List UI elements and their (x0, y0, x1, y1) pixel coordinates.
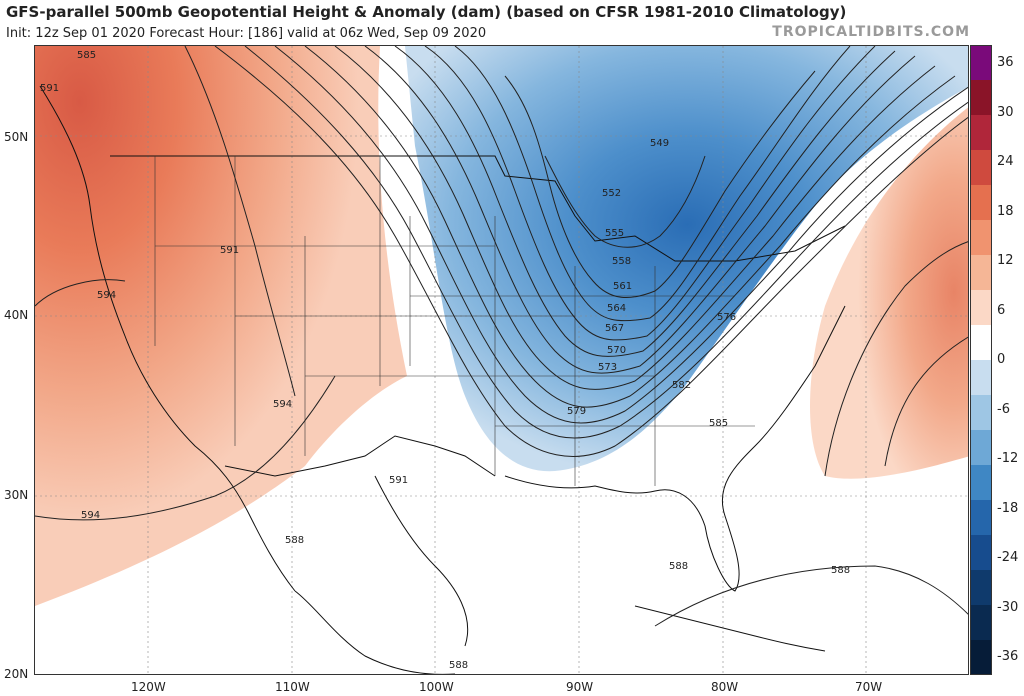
lat-label-20n: 20N (4, 667, 29, 681)
colorbar-swatch (970, 185, 992, 221)
contour-label: 588 (285, 535, 304, 546)
contour-label: 576 (717, 312, 736, 323)
colorbar-swatch (970, 325, 992, 361)
contour-label: 591 (40, 83, 59, 94)
anomaly-colorbar (970, 45, 992, 675)
contour-label: 558 (612, 256, 631, 267)
state-borders (154, 156, 755, 486)
colorbar-swatch (970, 360, 992, 396)
trough-anomaly (405, 46, 968, 472)
chart-subtitle: Init: 12z Sep 01 2020 Forecast Hour: [18… (6, 26, 487, 41)
contour-label: 588 (669, 561, 688, 572)
contour-label: 588 (449, 660, 468, 671)
colorbar-swatch (970, 255, 992, 291)
lon-label-110w: 110W (275, 680, 310, 694)
contour-label: 585 (709, 418, 728, 429)
colorbar-label: 6 (997, 302, 1006, 318)
colorbar-swatch (970, 605, 992, 641)
colorbar-label: 36 (997, 55, 1014, 70)
contour-label: 573 (598, 362, 617, 373)
contour-label: 549 (650, 138, 669, 149)
colorbar-border (970, 45, 992, 675)
lon-label-120w: 120W (131, 680, 166, 694)
colorbar-label: 24 (997, 154, 1014, 169)
lon-label-100w: 100W (419, 680, 454, 694)
colorbar-swatch (970, 465, 992, 501)
ridge-anomaly-east (810, 107, 968, 479)
colorbar-label: -30 (997, 599, 1019, 615)
colorbar-swatch (970, 395, 992, 431)
ridge-anomaly-west (35, 46, 407, 606)
colorbar-swatch (970, 640, 992, 675)
colorbar-label: -24 (997, 550, 1019, 565)
contour-label: 555 (605, 228, 624, 239)
colorbar-swatch (970, 80, 992, 116)
contour-label: 570 (607, 345, 626, 356)
contour-label: 594 (81, 510, 100, 521)
colorbar-label: 18 (997, 203, 1014, 219)
contour-label: 564 (607, 303, 626, 314)
contour-label: 591 (220, 245, 239, 256)
colorbar-label: -36 (997, 649, 1019, 664)
lon-label-90w: 90W (566, 680, 594, 694)
colorbar-label: 0 (997, 352, 1006, 367)
colorbar-swatch (970, 220, 992, 256)
height-contours (35, 46, 968, 627)
colorbar-swatch (970, 290, 992, 326)
lat-label-50n: 50N (4, 130, 29, 144)
contour-label: 582 (672, 380, 691, 391)
colorbar-swatch (970, 500, 992, 536)
colorbar-label: -6 (997, 401, 1010, 417)
lon-label-80w: 80W (711, 680, 739, 694)
contour-label: 585 (77, 50, 96, 61)
contour-label: 567 (605, 323, 624, 334)
colorbar-label: -18 (997, 500, 1019, 516)
colorbar-label: 12 (997, 253, 1014, 268)
chart-title: GFS-parallel 500mb Geopotential Height &… (6, 3, 847, 21)
contour-labels: 585 549 552 555 558 561 564 567 570 573 … (40, 50, 850, 671)
contour-label: 552 (602, 188, 621, 199)
colorbar-swatch (970, 115, 992, 151)
lat-label-40n: 40N (4, 308, 29, 322)
contour-label: 579 (567, 406, 586, 417)
colorbar-swatch (970, 570, 992, 606)
contour-label: 561 (613, 281, 632, 292)
coastlines (39, 85, 846, 674)
contour-label: 588 (831, 565, 850, 576)
colorbar-swatch (970, 430, 992, 466)
colorbar-label: -12 (997, 451, 1019, 466)
contour-label: 594 (97, 290, 116, 301)
contour-label: 594 (273, 399, 292, 410)
contour-label: 591 (389, 475, 408, 486)
colorbar-swatch (970, 150, 992, 186)
lat-label-30n: 30N (4, 488, 29, 502)
weather-map: 585 549 552 555 558 561 564 567 570 573 … (34, 45, 969, 675)
colorbar-label: 30 (997, 104, 1014, 120)
brand-watermark: TROPICALTIDBITS.COM (772, 24, 970, 40)
colorbar-swatch (970, 45, 992, 81)
map-canvas: 585 549 552 555 558 561 564 567 570 573 … (35, 46, 968, 674)
colorbar-swatch (970, 535, 992, 571)
lon-label-70w: 70W (855, 680, 883, 694)
